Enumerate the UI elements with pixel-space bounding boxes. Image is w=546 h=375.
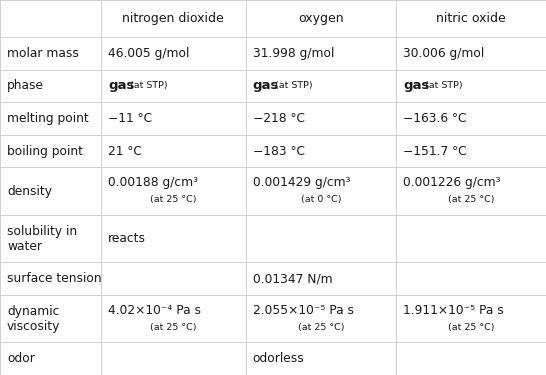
Text: gas: gas: [253, 80, 279, 93]
Text: odor: odor: [7, 352, 35, 365]
Text: 21 °C: 21 °C: [108, 145, 142, 158]
Text: (at 25 °C): (at 25 °C): [448, 323, 494, 332]
Text: 2.055×10⁻⁵ Pa s: 2.055×10⁻⁵ Pa s: [253, 304, 354, 316]
Text: surface tension: surface tension: [7, 272, 102, 285]
Text: gas: gas: [108, 80, 134, 93]
Text: −163.6 °C: −163.6 °C: [403, 112, 466, 125]
Text: (at STP): (at STP): [419, 81, 463, 90]
Text: −183 °C: −183 °C: [253, 145, 305, 158]
Text: 31.998 g/mol: 31.998 g/mol: [253, 47, 334, 60]
Text: oxygen: oxygen: [298, 12, 343, 25]
Text: (at STP): (at STP): [269, 81, 313, 90]
Text: melting point: melting point: [7, 112, 89, 125]
Text: 0.01347 N/m: 0.01347 N/m: [253, 272, 333, 285]
Text: nitrogen dioxide: nitrogen dioxide: [122, 12, 224, 25]
Text: 0.00188 g/cm³: 0.00188 g/cm³: [108, 176, 198, 189]
Text: 46.005 g/mol: 46.005 g/mol: [108, 47, 189, 60]
Text: gas: gas: [403, 80, 429, 93]
Text: 30.006 g/mol: 30.006 g/mol: [403, 47, 484, 60]
Text: boiling point: boiling point: [7, 145, 83, 158]
Text: (at STP): (at STP): [124, 81, 168, 90]
Text: (at 25 °C): (at 25 °C): [150, 323, 197, 332]
Text: −11 °C: −11 °C: [108, 112, 152, 125]
Text: 1.911×10⁻⁵ Pa s: 1.911×10⁻⁵ Pa s: [403, 304, 504, 316]
Text: density: density: [7, 184, 52, 198]
Text: (at 25 °C): (at 25 °C): [448, 195, 494, 204]
Text: 4.02×10⁻⁴ Pa s: 4.02×10⁻⁴ Pa s: [108, 304, 201, 316]
Text: reacts: reacts: [108, 232, 146, 245]
Text: 0.001429 g/cm³: 0.001429 g/cm³: [253, 176, 351, 189]
Text: −151.7 °C: −151.7 °C: [403, 145, 467, 158]
Text: 0.001226 g/cm³: 0.001226 g/cm³: [403, 176, 501, 189]
Text: (at 0 °C): (at 0 °C): [300, 195, 341, 204]
Text: odorless: odorless: [253, 352, 305, 365]
Text: molar mass: molar mass: [7, 47, 79, 60]
Text: (at 25 °C): (at 25 °C): [150, 195, 197, 204]
Text: nitric oxide: nitric oxide: [436, 12, 506, 25]
Text: −218 °C: −218 °C: [253, 112, 305, 125]
Text: (at 25 °C): (at 25 °C): [298, 323, 344, 332]
Text: solubility in
water: solubility in water: [7, 225, 77, 253]
Text: phase: phase: [7, 80, 44, 93]
Text: dynamic
viscosity: dynamic viscosity: [7, 304, 61, 333]
